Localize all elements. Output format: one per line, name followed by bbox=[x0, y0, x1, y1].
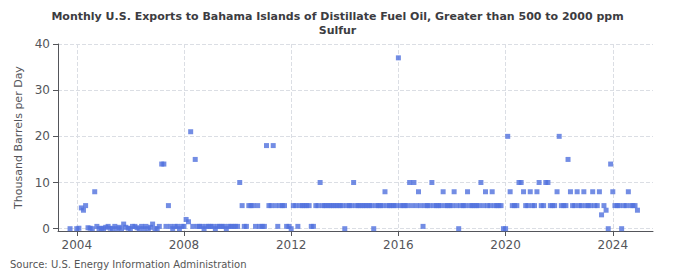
svg-text:0: 0 bbox=[42, 222, 50, 236]
svg-text:2016: 2016 bbox=[383, 238, 414, 252]
svg-text:20: 20 bbox=[35, 129, 50, 143]
svg-text:2024: 2024 bbox=[598, 238, 629, 252]
svg-text:2004: 2004 bbox=[61, 238, 92, 252]
svg-text:2008: 2008 bbox=[169, 238, 200, 252]
svg-text:10: 10 bbox=[35, 176, 50, 190]
svg-text:40: 40 bbox=[35, 37, 50, 51]
svg-text:Monthly U.S. Exports to Bahama: Monthly U.S. Exports to Bahama Islands o… bbox=[51, 10, 623, 23]
svg-text:Thousand Barrels per Day: Thousand Barrels per Day bbox=[12, 66, 25, 210]
svg-text:2020: 2020 bbox=[490, 238, 521, 252]
svg-text:30: 30 bbox=[35, 83, 50, 97]
svg-text:Sulfur: Sulfur bbox=[319, 24, 357, 37]
svg-text:2012: 2012 bbox=[276, 238, 307, 252]
svg-text:Source: U.S. Energy Informatio: Source: U.S. Energy Information Administ… bbox=[10, 259, 247, 270]
